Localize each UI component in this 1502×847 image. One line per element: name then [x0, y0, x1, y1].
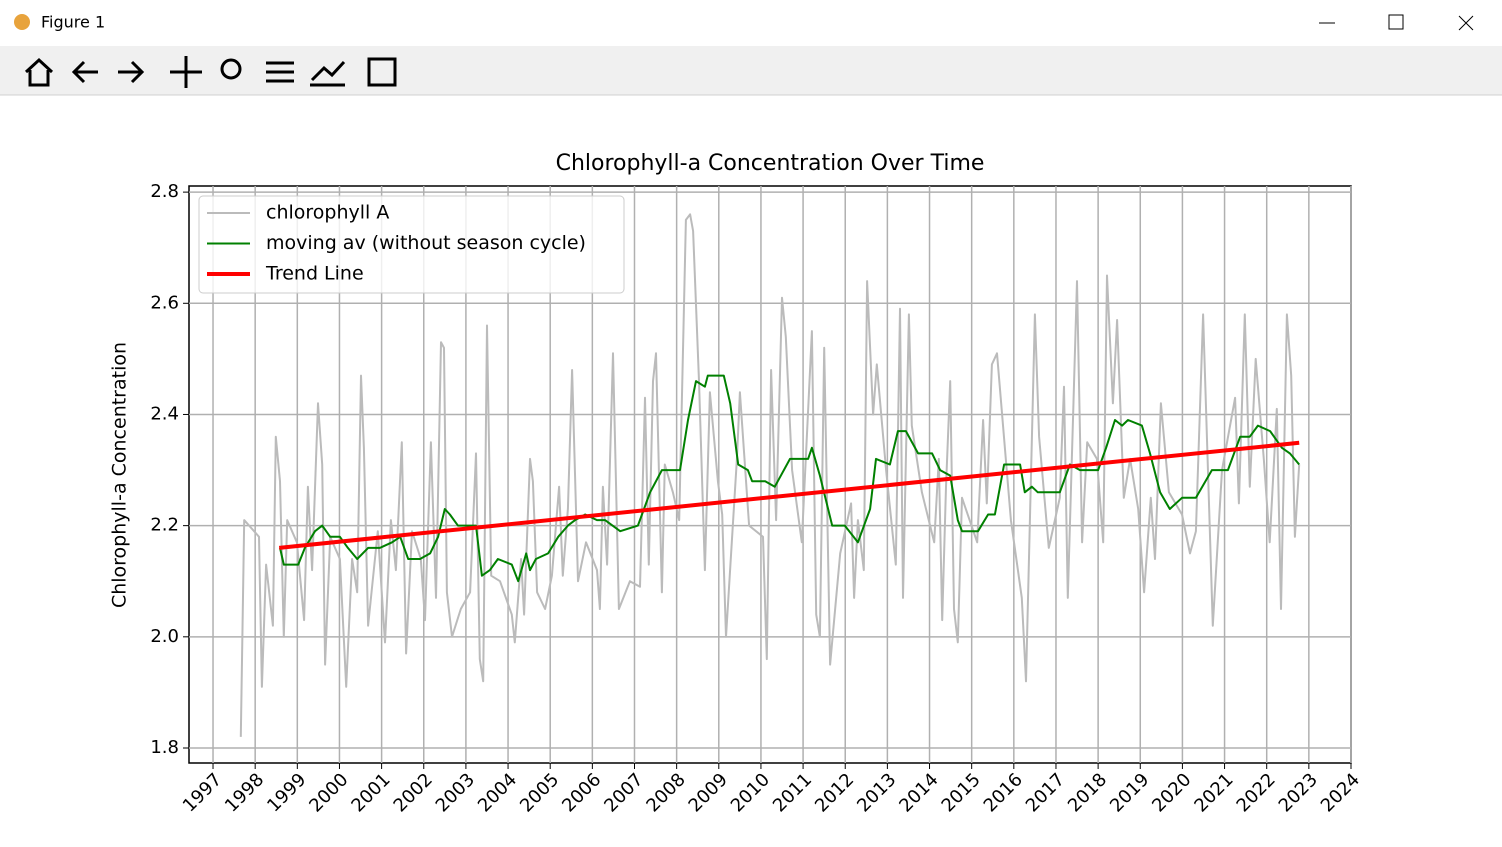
y-tick-label: 2.0: [150, 626, 179, 647]
y-axis-label: Chlorophyll-a Concentration: [109, 342, 131, 608]
x-tick-label: 2021: [1190, 769, 1237, 816]
x-tick-label: 2013: [853, 769, 900, 816]
y-tick-label: 1.8: [150, 737, 179, 758]
pan-button[interactable]: [170, 56, 202, 88]
y-tick-label: 2.2: [150, 515, 179, 536]
toolbar: [0, 46, 1502, 95]
legend-box: [198, 195, 625, 294]
x-tick-label: 2006: [558, 769, 605, 816]
toolbar-icons: [24, 56, 397, 88]
forward-button[interactable]: [118, 60, 145, 84]
back-button[interactable]: [71, 60, 98, 84]
x-tick-label: 1998: [221, 769, 268, 816]
x-tick-label: 2011: [769, 769, 816, 816]
x-tick-label: 2003: [432, 769, 479, 816]
x-tick-label: 2007: [600, 769, 647, 816]
app-icon: [14, 14, 30, 30]
x-tick-label: 2022: [1233, 769, 1280, 816]
x-tick-label: 2024: [1317, 769, 1364, 816]
x-tick-label: 2019: [1106, 769, 1153, 816]
legend-label: moving av (without season cycle): [266, 232, 586, 254]
x-tick-label: 2020: [1148, 769, 1195, 816]
x-tick-label: 2000: [305, 769, 352, 816]
x-tick-label: 1997: [179, 769, 226, 816]
series-line: [278, 440, 1300, 550]
x-tick-label: 2023: [1275, 769, 1322, 816]
y-tick-label: 2.4: [150, 403, 179, 424]
x-tick-label: 2017: [1022, 769, 1069, 816]
y-tick-label: 2.6: [150, 292, 179, 313]
y-tick-label: 2.8: [150, 181, 179, 202]
x-tick-label: 2001: [347, 769, 394, 816]
x-tick-label: 2012: [811, 769, 858, 816]
maximize-button[interactable]: [1388, 14, 1404, 30]
home-button[interactable]: [24, 57, 54, 87]
x-tick-label: 2008: [642, 769, 689, 816]
chart-title: Chlorophyll-a Concentration Over Time: [556, 151, 985, 176]
close-button[interactable]: [1458, 15, 1474, 31]
window-title: Figure 1: [41, 13, 105, 32]
title-bar: [0, 0, 1502, 46]
x-tick-label: 2016: [980, 769, 1027, 816]
axes-button[interactable]: [310, 60, 346, 87]
x-tick-label: 2014: [895, 769, 942, 816]
legend-label: chlorophyll A: [266, 202, 389, 224]
x-tick-label: 2009: [685, 769, 732, 816]
zoom-button[interactable]: [220, 58, 242, 80]
x-tick-label: 2002: [390, 769, 437, 816]
x-tick-label: 2004: [474, 769, 521, 816]
save-button[interactable]: [367, 57, 397, 87]
x-tick-label: 2005: [516, 769, 563, 816]
x-tick-label: 2018: [1064, 769, 1111, 816]
configure-button[interactable]: [266, 61, 294, 83]
x-tick-label: 2015: [938, 769, 985, 816]
series-line: [239, 213, 1301, 737]
x-tick-label: 1999: [263, 769, 310, 816]
legend-label: Trend Line: [265, 263, 364, 285]
x-tick-label: 2010: [727, 769, 774, 816]
